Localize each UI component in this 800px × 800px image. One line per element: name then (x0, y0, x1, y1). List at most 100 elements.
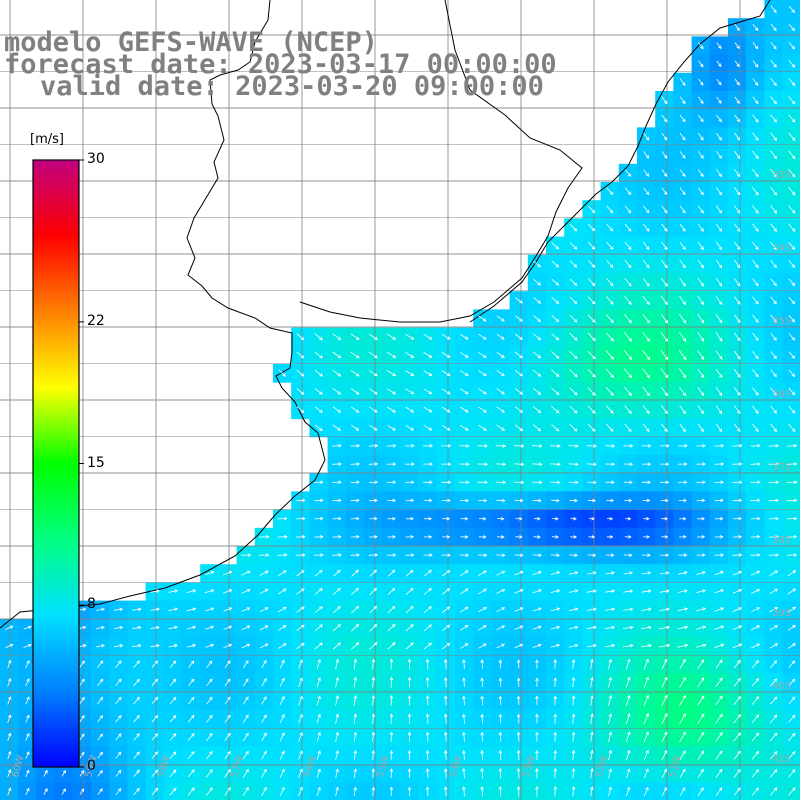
colorbar-tick-label: 8 (87, 596, 96, 613)
wind-arrow (788, 78, 796, 87)
wind-arrow (770, 114, 777, 123)
wind-arrow (678, 498, 688, 503)
wind-arrow (423, 624, 432, 632)
wind-arrow (770, 314, 777, 323)
wind-arrow (590, 695, 594, 706)
wind-arrow (752, 205, 759, 214)
wind-arrow (714, 607, 725, 612)
wind-arrow (7, 732, 12, 742)
wind-arrow (513, 480, 525, 485)
wind-arrow (551, 535, 560, 539)
wind-arrow (459, 388, 469, 395)
wind-arrow (368, 462, 379, 466)
wind-arrow (531, 444, 543, 448)
wind-arrow (168, 625, 179, 630)
colorbar-gradient (32, 159, 80, 768)
wind-arrow (660, 295, 668, 306)
wind-arrow (751, 625, 761, 631)
wind-cell (782, 291, 800, 310)
wind-arrow (624, 405, 632, 415)
wind-arrow (751, 678, 760, 687)
wind-arrow (770, 150, 778, 160)
wind-arrow (679, 749, 686, 761)
wind-arrow (715, 187, 722, 196)
wind-arrow (187, 787, 195, 796)
colorbar-tick-label: 15 (87, 454, 105, 471)
wind-arrow (551, 351, 560, 359)
wind-arrow (204, 570, 215, 576)
wind-arrow (697, 295, 705, 306)
wind-arrow (551, 369, 560, 377)
wind-arrow (643, 712, 649, 725)
wind-arrow (716, 78, 722, 86)
wind-cell (782, 91, 800, 110)
wind-arrow (588, 242, 596, 250)
wind-arrow (298, 677, 303, 687)
wind-arrow (715, 677, 723, 688)
wind-arrow (606, 223, 614, 232)
wind-arrow (224, 750, 231, 760)
wind-arrow (462, 786, 466, 797)
wind-arrow (659, 625, 671, 630)
wind-arrow (423, 498, 433, 503)
wind-arrow (608, 786, 612, 797)
wind-arrow (788, 387, 796, 396)
wind-arrow (296, 624, 305, 631)
wind-arrow (714, 444, 725, 448)
wind-arrow (715, 296, 723, 305)
wind-arrow (788, 351, 796, 359)
wind-arrow (443, 658, 448, 669)
wind-arrow (369, 424, 378, 431)
wind-arrow (569, 424, 578, 432)
wind-arrow (661, 694, 668, 707)
wind-arrow (335, 658, 339, 670)
wind-arrow (660, 331, 669, 342)
wind-arrow (661, 151, 668, 159)
wind-arrow (498, 695, 503, 706)
wind-arrow (643, 658, 649, 670)
wind-arrow (261, 659, 267, 669)
wind-arrow (734, 150, 741, 160)
wind-arrow (350, 424, 360, 431)
wind-arrow (661, 535, 669, 539)
wind-arrow (441, 498, 451, 503)
wind-arrow (405, 480, 415, 485)
wind-arrow (498, 659, 503, 669)
wind-arrow (752, 96, 759, 105)
wind-arrow (298, 695, 303, 706)
wind-arrow (569, 296, 578, 305)
wind-arrow (752, 314, 759, 323)
wind-arrow (752, 278, 759, 287)
wind-arrow (697, 695, 705, 706)
wind-arrow (696, 444, 707, 448)
wind-arrow (752, 350, 759, 360)
wind-arrow (769, 607, 779, 613)
wind-arrow (716, 132, 722, 141)
wind-arrow (516, 731, 521, 742)
wind-arrow (25, 678, 30, 687)
wind-arrow (277, 516, 288, 521)
wind-arrow (353, 713, 358, 724)
wind-arrow (369, 569, 377, 577)
wind-arrow (733, 278, 741, 287)
wind-arrow (425, 768, 430, 779)
wind-arrow (786, 462, 798, 466)
wind-arrow (624, 386, 632, 397)
wind-arrow (151, 696, 159, 705)
wind-arrow (553, 713, 557, 724)
wind-arrow (496, 388, 505, 395)
wind-arrow (496, 370, 505, 377)
lat-label: 41S (772, 754, 791, 765)
wind-arrow (752, 23, 759, 32)
wind-arrow (387, 642, 396, 650)
wind-cell (782, 364, 800, 383)
wind-cell (782, 145, 800, 165)
wind-arrow (677, 607, 689, 612)
wind-arrow (770, 241, 777, 250)
wind-arrow (480, 749, 484, 761)
wind-arrow (623, 571, 634, 575)
wind-arrow (660, 368, 669, 379)
wind-arrow (242, 714, 249, 723)
wind-arrow (626, 768, 631, 779)
wind-arrow (405, 605, 414, 614)
